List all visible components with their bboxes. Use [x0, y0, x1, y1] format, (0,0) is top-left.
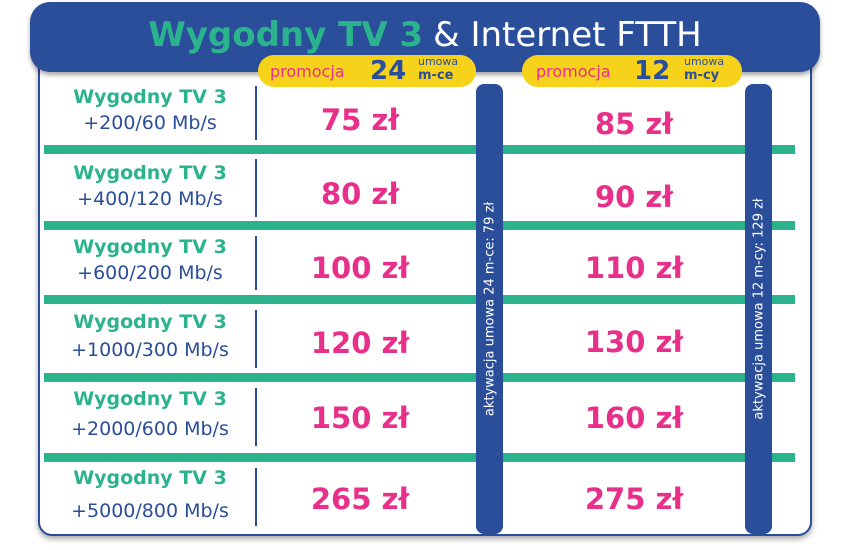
plan-name: Wygodny TV 3: [73, 467, 227, 489]
price-24: 100 zł: [310, 251, 410, 285]
title-rest: & Internet FTTH: [433, 15, 702, 55]
row-divider: [44, 221, 795, 230]
activation-bar-24: aktywacja umowa 24 m-ce: 79 zł: [476, 84, 503, 534]
plan-speed: +600/200 Mb/s: [77, 262, 223, 284]
price-24: 120 zł: [310, 326, 410, 360]
price-24: 265 zł: [310, 482, 410, 516]
header-banner: Wygodny TV 3 & Internet FTTH: [30, 2, 820, 72]
price-24: 75 zł: [320, 103, 400, 137]
row-divider: [44, 145, 795, 154]
price-12: 160 zł: [584, 401, 684, 435]
activation-note-12: aktywacja umowa 12 m-cy: 129 zł: [751, 198, 766, 420]
column-separator: [255, 86, 257, 140]
promo-label: promocja: [270, 62, 345, 81]
plan-name: Wygodny TV 3: [73, 311, 227, 333]
promo-term: m-cy: [684, 68, 720, 83]
plan-speed: +5000/800 Mb/s: [71, 500, 229, 522]
column-separator: [255, 388, 257, 446]
plan-speed: +1000/300 Mb/s: [71, 339, 229, 361]
plan-speed: +2000/600 Mb/s: [71, 418, 229, 440]
plan-speed: +200/60 Mb/s: [83, 112, 217, 134]
promo-number: 12: [634, 56, 671, 86]
plan-name: Wygodny TV 3: [73, 236, 227, 258]
promo-badge-12: promocja 12 umowa m-cy: [522, 55, 742, 87]
price-12: 275 zł: [584, 482, 684, 516]
column-separator: [255, 468, 257, 526]
price-12: 110 zł: [584, 251, 684, 285]
price-24: 80 zł: [320, 177, 400, 211]
row-divider: [44, 453, 795, 462]
promo-umowa: umowa: [684, 55, 725, 68]
plan-name: Wygodny TV 3: [73, 162, 227, 184]
activation-note-24: aktywacja umowa 24 m-ce: 79 zł: [482, 201, 497, 417]
promo-term: m-ce: [418, 68, 454, 83]
column-separator: [255, 236, 257, 290]
promo-number: 24: [370, 56, 407, 86]
promo-label: promocja: [536, 62, 611, 81]
price-12: 130 zł: [584, 325, 684, 359]
row-divider: [44, 295, 795, 304]
title-brand: Wygodny TV 3: [148, 15, 424, 55]
column-separator: [255, 159, 257, 217]
row-divider: [44, 373, 795, 382]
plan-name: Wygodny TV 3: [73, 388, 227, 410]
price-24: 150 zł: [310, 401, 410, 435]
promo-badge-24: promocja 24 umowa m-ce: [258, 55, 476, 87]
price-12: 90 zł: [594, 180, 674, 214]
plan-name: Wygodny TV 3: [73, 86, 227, 108]
page-title: Wygodny TV 3 & Internet FTTH: [30, 13, 820, 63]
promo-umowa: umowa: [418, 55, 459, 68]
plan-speed: +400/120 Mb/s: [77, 188, 223, 210]
activation-bar-12: aktywacja umowa 12 m-cy: 129 zł: [745, 84, 772, 534]
price-12: 85 zł: [594, 107, 674, 141]
column-separator: [255, 310, 257, 368]
